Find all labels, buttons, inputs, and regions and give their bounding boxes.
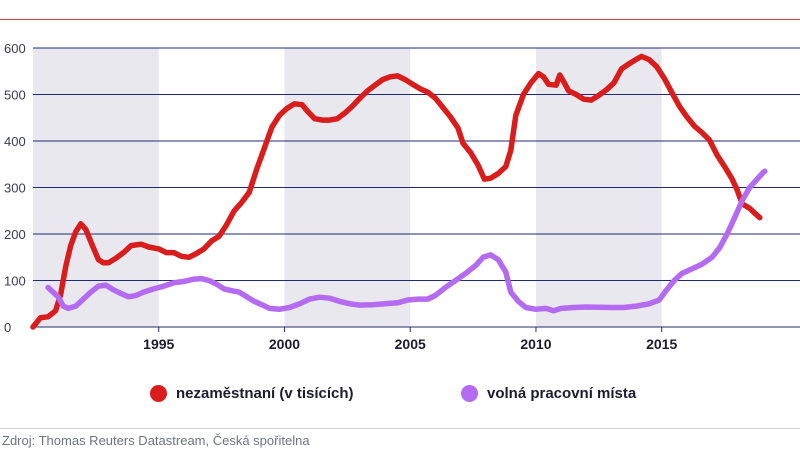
y-tick-label-500: 500 bbox=[4, 88, 26, 103]
y-tick-label-400: 400 bbox=[4, 134, 26, 149]
y-tick-label-100: 100 bbox=[4, 274, 26, 289]
x-tick-label-1995: 1995 bbox=[143, 336, 174, 352]
y-tick-label-600: 600 bbox=[4, 41, 26, 56]
source-note: Zdroj: Thomas Reuters Datastream, Česká … bbox=[2, 433, 310, 448]
y-tick-label-0: 0 bbox=[4, 320, 11, 335]
bottom-divider bbox=[0, 428, 800, 429]
legend-marker-unemployed bbox=[150, 384, 167, 402]
series-line-vacancies bbox=[45, 168, 768, 314]
y-axis-ticks: 0 100 200 300 400 500 600 bbox=[4, 41, 26, 335]
y-tick-label-300: 300 bbox=[4, 181, 26, 196]
x-tick-label-2015: 2015 bbox=[646, 336, 677, 352]
legend-marker-vacancies bbox=[461, 384, 478, 402]
x-tick-label-2005: 2005 bbox=[395, 336, 426, 352]
legend-label-vacancies: volná pracovní místa bbox=[487, 384, 637, 402]
y-tick-label-200: 200 bbox=[4, 227, 26, 242]
x-tick-label-2010: 2010 bbox=[520, 336, 551, 352]
legend-item-unemployed: nezaměstnaní (v tisících) bbox=[150, 382, 354, 404]
line-chart: 0 100 200 300 400 500 600 1995 2000 2005 2010 2015 bbox=[4, 41, 800, 352]
series-line-unemployed bbox=[30, 53, 763, 330]
legend-item-vacancies: volná pracovní místa bbox=[461, 382, 636, 404]
series-lines bbox=[30, 53, 768, 330]
top-divider bbox=[0, 19, 800, 20]
x-axis-ticks: 1995 2000 2005 2010 2015 bbox=[143, 327, 677, 352]
x-tick-label-2000: 2000 bbox=[269, 336, 300, 352]
legend-label-unemployed: nezaměstnaní (v tisících) bbox=[176, 384, 354, 402]
